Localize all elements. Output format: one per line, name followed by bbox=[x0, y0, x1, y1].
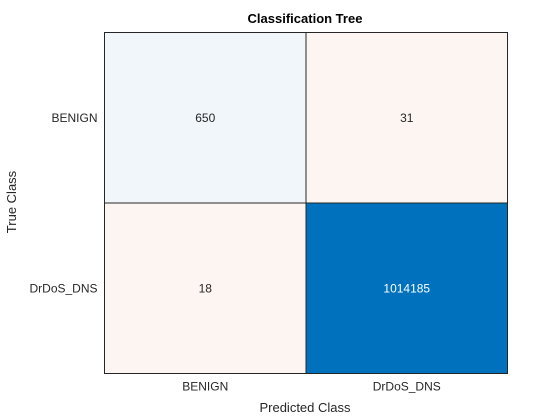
y-axis-label: True Class bbox=[4, 170, 19, 233]
matrix-cell bbox=[305, 202, 508, 374]
y-tick-label: BENIGN bbox=[51, 111, 97, 125]
y-tick-label: DrDoS_DNS bbox=[29, 281, 97, 295]
chart-title: Classification Tree bbox=[248, 11, 363, 26]
x-axis-label: Predicted Class bbox=[259, 400, 351, 415]
matrix-cell bbox=[104, 202, 307, 374]
x-tick-label: BENIGN bbox=[182, 380, 228, 394]
cell-value-label: 31 bbox=[400, 111, 414, 125]
cell-value-label: 18 bbox=[199, 281, 213, 295]
matrix-cell bbox=[305, 32, 508, 204]
matrix-cell bbox=[104, 32, 307, 204]
x-tick-label: DrDoS_DNS bbox=[373, 380, 441, 394]
plot-frame bbox=[104, 32, 508, 374]
cell-value-label: 1014185 bbox=[383, 281, 430, 295]
cell-value-label: 650 bbox=[195, 111, 215, 125]
